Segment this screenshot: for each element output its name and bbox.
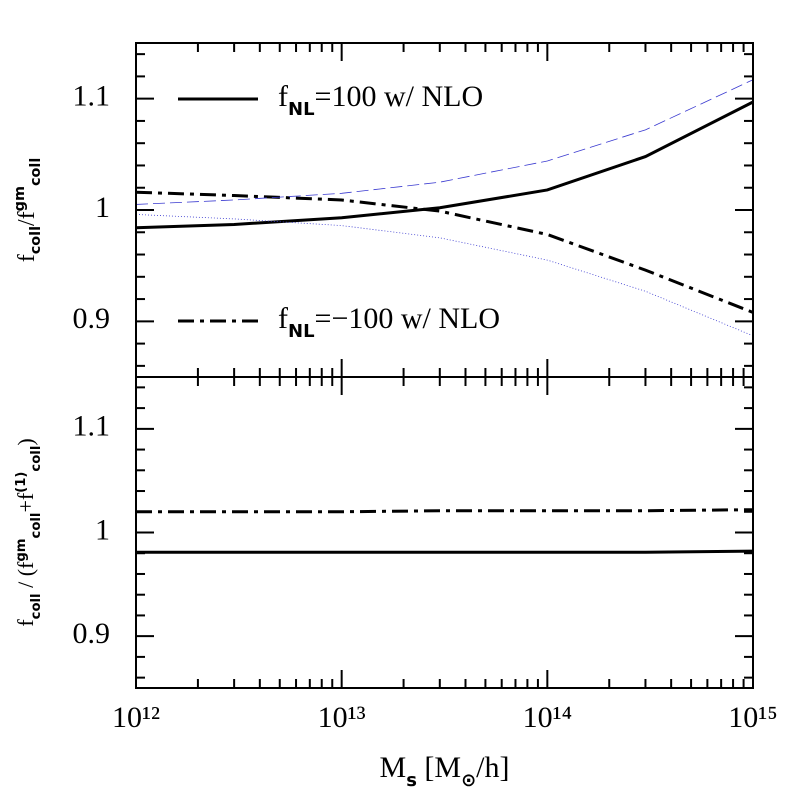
- label-part: f: [278, 302, 288, 335]
- label-part: NL: [288, 99, 315, 120]
- label-part: f: [278, 80, 288, 113]
- y-tick-label: 0.9: [73, 617, 111, 650]
- label-part: f: [14, 254, 40, 262]
- y-tick-label: 1: [95, 513, 110, 546]
- label-part: ⊙: [461, 770, 476, 791]
- x-tick-label: 10¹²: [112, 701, 160, 734]
- label-part: coll: [29, 446, 44, 472]
- label-part: f: [13, 619, 38, 627]
- label-part: ): [13, 438, 38, 445]
- y-tick-label: 1: [95, 191, 110, 224]
- series-line: [135, 190, 754, 314]
- label-part: coll: [28, 226, 44, 254]
- label-part: coll: [28, 158, 44, 186]
- legend-label: fNL=−100 w/ NLO: [278, 302, 500, 342]
- label-part: =−100 w/ NLO: [315, 302, 501, 335]
- plot-frame: [135, 376, 754, 689]
- label-part: coll: [29, 593, 44, 619]
- x-tick-label: 10¹³: [318, 701, 366, 734]
- label-part: (1): [14, 472, 29, 493]
- label-part: M: [380, 751, 407, 784]
- label-part: [M: [417, 751, 461, 784]
- label-part: =100 w/ NLO: [315, 80, 484, 113]
- label-part: NL: [288, 321, 315, 342]
- series-line: [136, 549, 754, 554]
- label-part: /f: [14, 211, 40, 226]
- label-part: gm: [14, 538, 29, 561]
- label-part: coll: [29, 513, 44, 539]
- label-part: gm: [12, 186, 28, 211]
- y-axis-label: fcoll / (fgmcoll+f(1)coll): [13, 438, 43, 626]
- label-part: / (f: [13, 561, 38, 593]
- y-tick-label: 1.1: [73, 80, 111, 113]
- series-line: [135, 79, 754, 205]
- y-axis-label: fcoll/fgmcoll: [12, 158, 44, 263]
- x-axis-label: Ms [M⊙/h]: [380, 751, 510, 791]
- legend-label: fNL=100 w/ NLO: [278, 80, 483, 120]
- series-line: [136, 508, 754, 514]
- y-tick-label: 0.9: [73, 302, 111, 335]
- y-tick-label: 1.1: [73, 410, 111, 443]
- series-line: [135, 100, 754, 230]
- label-part: /h]: [476, 751, 509, 784]
- x-tick-label: 10¹⁴: [523, 701, 572, 734]
- label-part: +f: [13, 492, 38, 512]
- label-part: s: [406, 770, 417, 791]
- x-tick-label: 10¹⁵: [728, 701, 777, 734]
